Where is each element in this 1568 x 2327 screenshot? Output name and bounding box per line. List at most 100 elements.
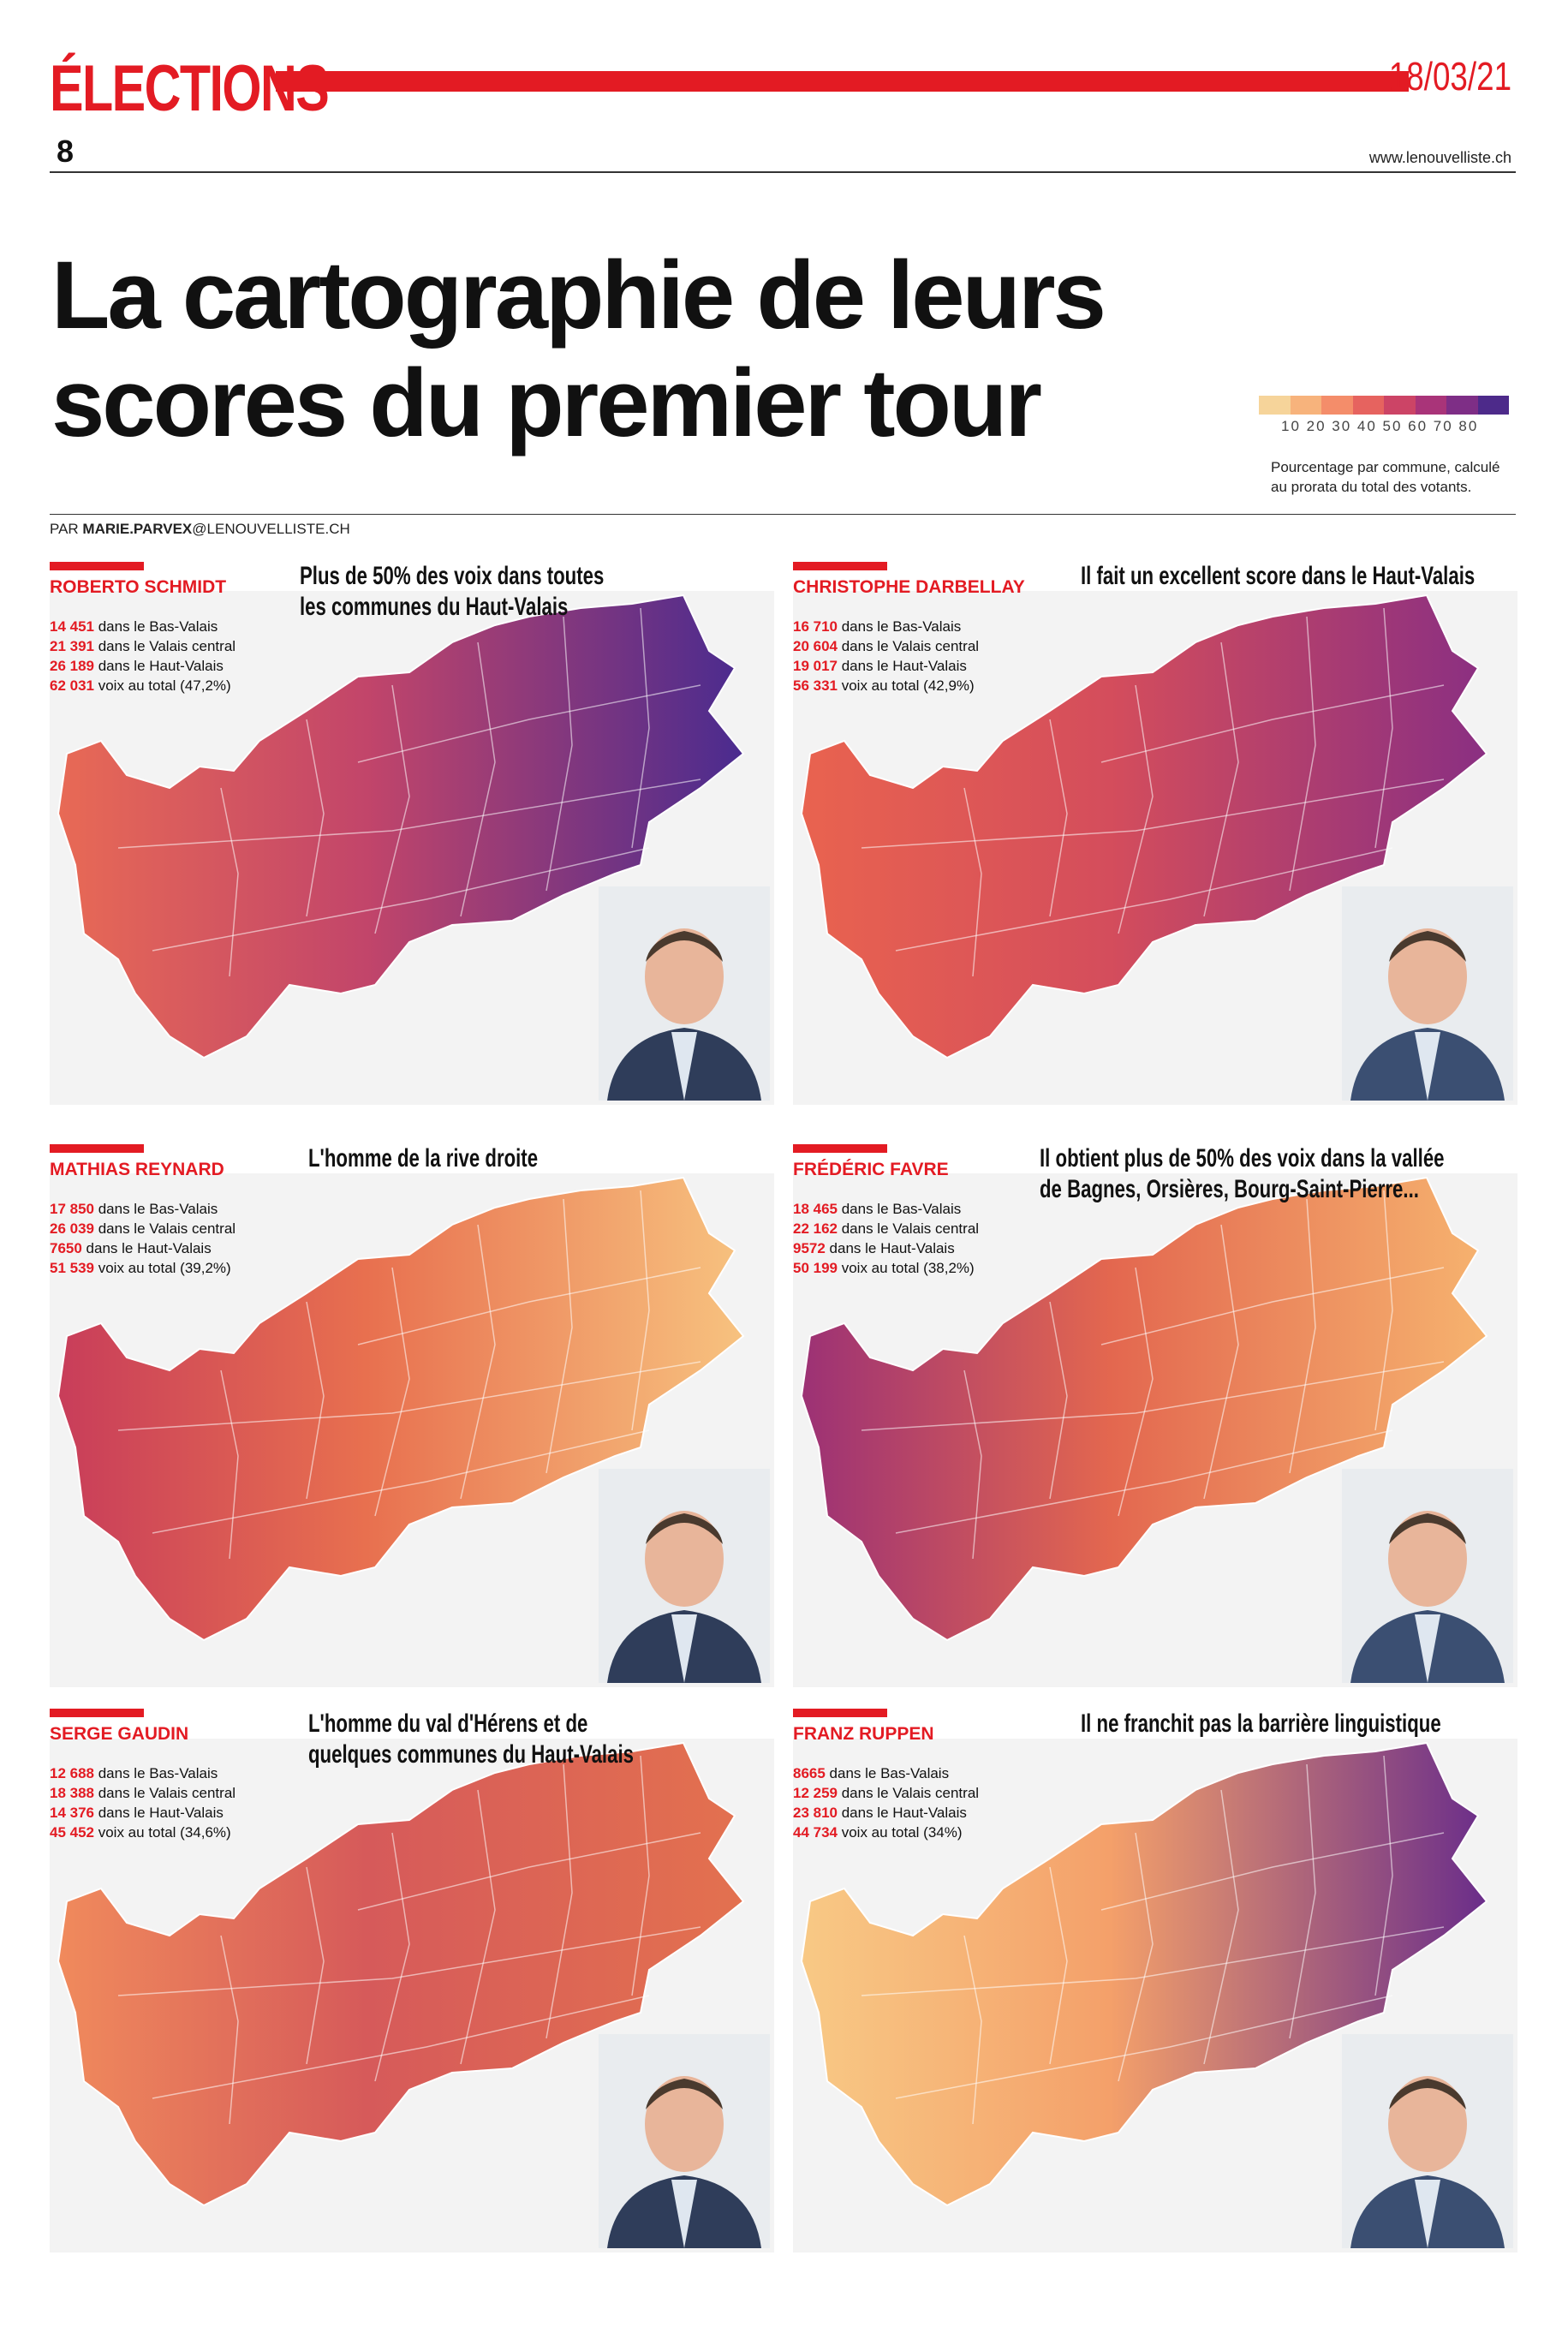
stat-label: voix au total (39,2%) [94,1260,231,1276]
candidate-portrait [1342,886,1513,1101]
candidate-quote: L'homme de la rive droite [308,1143,538,1174]
stat-number: 51 539 [50,1260,94,1276]
commune-border [546,1198,573,1474]
legend-swatch [1352,396,1384,415]
stat-number: 62 031 [50,677,94,694]
stat-number: 26 039 [50,1220,94,1237]
stat-number: 44 734 [793,1824,838,1841]
stat-number: 56 331 [793,677,838,694]
stat-row: 18 388 dans le Valais central [50,1783,235,1803]
stat-row: 14 376 dans le Haut-Valais [50,1803,235,1823]
stat-row: 50 199 voix au total (38,2%) [793,1258,979,1278]
candidate-name: CHRISTOPHE DARBELLAY [793,577,1025,597]
color-legend: 10 20 30 40 50 60 70 80 [1259,396,1509,435]
legend-swatch [1446,396,1478,415]
stat-row: 18 465 dans le Bas-Valais [793,1199,979,1219]
quote-line-1: Il ne franchit pas la barrière linguisti… [1081,1709,1441,1738]
stat-number: 16 710 [793,618,838,635]
candidate-portrait [1342,1469,1513,1683]
legend-note-line-1: Pourcentage par commune, calculé [1271,459,1500,475]
valais-choropleth-map [800,1741,1488,2207]
commune-border [1100,1832,1445,1911]
commune-border [861,779,1445,849]
commune-border [1289,1763,1316,2039]
stat-number: 45 452 [50,1824,94,1841]
headline-line-1: La cartographie de leurs [51,242,1106,349]
stat-row: 17 850 dans le Bas-Valais [50,1199,235,1219]
commune-border [460,1789,496,2065]
byline-prefix: PAR [50,521,83,537]
quote-line-2: de Bagnes, Orsières, Bourg-Saint-Pierre.… [1040,1175,1419,1203]
stat-label: dans le Bas-Valais [94,1765,218,1781]
commune-border [1289,616,1316,892]
candidate-quote: Il fait un excellent score dans le Haut-… [1081,561,1475,592]
commune-border [631,1755,650,1996]
commune-border [152,1995,650,2099]
commune-border [895,1429,1393,1534]
stat-row: 44 734 voix au total (34%) [793,1823,979,1842]
stat-row: 7650 dans le Haut-Valais [50,1238,235,1258]
stat-label: dans le Bas-Valais [838,1201,962,1217]
legend-note-line-2: au prorata du total des votants. [1271,479,1472,495]
quote-line-1: Plus de 50% des voix dans toutes [300,562,605,590]
stat-row: 23 810 dans le Haut-Valais [793,1803,979,1823]
headline-line-2: scores du premier tour [51,349,1042,456]
website-link[interactable]: www.lenouvelliste.ch [1368,149,1511,166]
commune-border [117,1361,701,1431]
stat-label: dans le Valais central [94,1785,236,1801]
commune-border [1100,684,1445,763]
commune-border [1049,1866,1068,2065]
candidate-red-bar [50,1144,144,1153]
stat-label: dans le Haut-Valais [94,658,224,674]
stat-row: 20 604 dans le Valais central [793,636,979,656]
page-number: 8 [57,134,75,169]
commune-border [374,1832,410,2082]
candidate-vote-stats: 17 850 dans le Bas-Valais 26 039 dans le … [50,1199,235,1278]
candidate-red-bar [793,1709,887,1717]
candidate-quote: Il obtient plus de 50% des voix dans la … [1040,1143,1445,1205]
stat-number: 14 451 [50,618,94,635]
candidate-vote-stats: 18 465 dans le Bas-Valais 22 162 dans le … [793,1199,979,1278]
issue-date: 18/03/21 [1388,54,1511,98]
valais-choropleth-map [800,1176,1488,1642]
stat-number: 8665 [793,1765,826,1781]
candidate-red-bar [50,562,144,570]
commune-border [963,787,982,977]
stat-row: 9572 dans le Haut-Valais [793,1238,979,1258]
candidate-name: FRÉDÉRIC FAVRE [793,1160,949,1179]
legend-note: Pourcentage par commune, calculé au pror… [1271,457,1499,497]
candidate-red-bar [793,1144,887,1153]
candidate-vote-stats: 16 710 dans le Bas-Valais 20 604 dans le … [793,617,979,695]
quote-line-2: quelques communes du Haut-Valais [308,1740,634,1769]
headline: La cartographie de leurs scores du premi… [51,242,1106,457]
commune-border [357,684,701,763]
commune-border [861,1926,1445,1996]
commune-border [1118,684,1154,934]
commune-border [1203,1224,1239,1500]
commune-border [460,641,496,917]
stat-row: 45 452 voix au total (34,6%) [50,1823,235,1842]
stat-number: 18 388 [50,1785,94,1801]
candidate-quote: Plus de 50% des voix dans toutes les comm… [300,561,604,623]
commune-border [631,607,650,849]
commune-border [220,1369,239,1560]
byline-author[interactable]: MARIE.PARVEX [82,521,193,537]
stat-number: 21 391 [50,638,94,654]
candidate-vote-stats: 8665 dans le Bas-Valais 12 259 dans le Va… [793,1763,979,1842]
quote-line-1: Il obtient plus de 50% des voix dans la … [1040,1144,1445,1172]
valais-choropleth-map [57,594,745,1059]
stat-label: voix au total (47,2%) [94,677,231,694]
candidate-red-bar [793,562,887,570]
stat-label: dans le Bas-Valais [838,618,962,635]
commune-border [1118,1832,1154,2082]
stat-label: dans le Haut-Valais [94,1805,224,1821]
legend-swatch [1321,396,1353,415]
legend-ticks: 10 20 30 40 50 60 70 80 [1281,418,1479,434]
stat-row: 19 017 dans le Haut-Valais [793,656,979,676]
stat-label: voix au total (42,9%) [838,677,975,694]
stat-label: voix au total (38,2%) [838,1260,975,1276]
legend-swatch [1477,396,1509,415]
legend-swatch [1290,396,1321,415]
candidate-quote: L'homme du val d'Hérens et de quelques co… [308,1709,634,1770]
valais-choropleth-map [57,1176,745,1642]
